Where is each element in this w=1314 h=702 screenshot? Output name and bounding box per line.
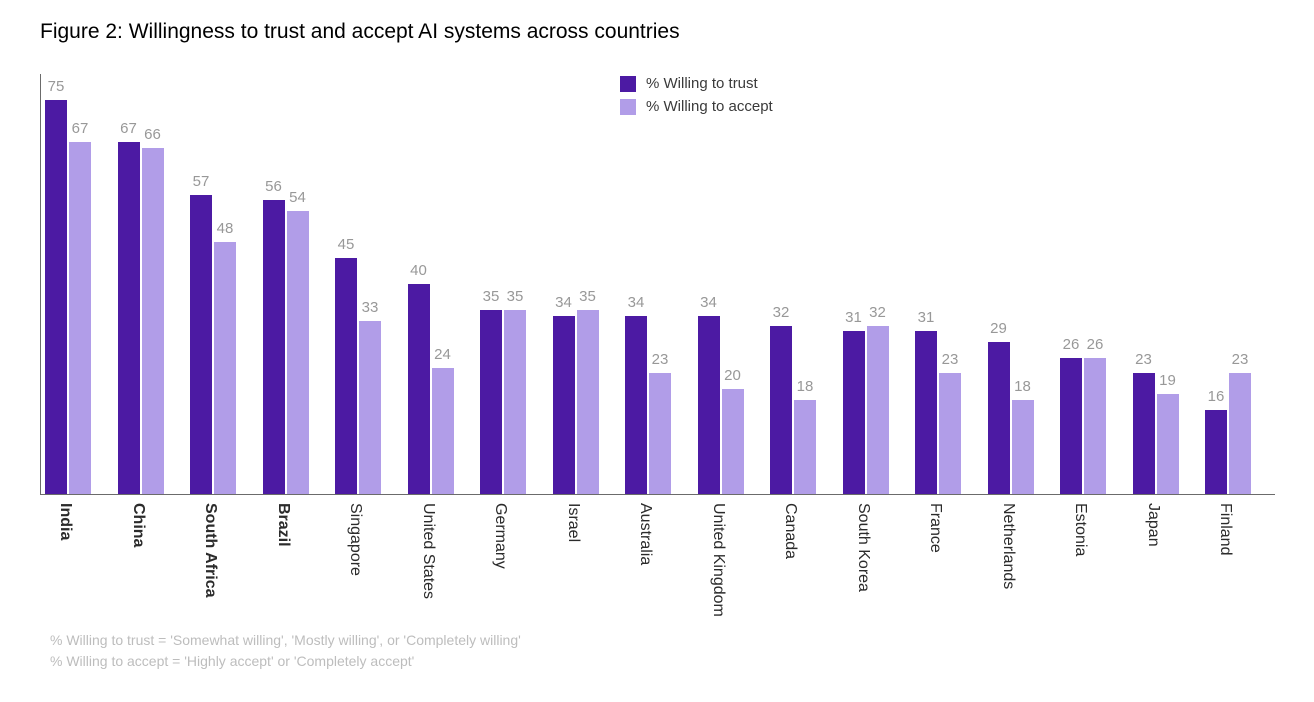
- x-axis-label: United States: [419, 503, 437, 599]
- bar-value-label: 45: [335, 236, 357, 253]
- bar-trust: 56: [263, 200, 285, 494]
- x-axis-label: China: [129, 503, 147, 547]
- bar-value-label: 35: [480, 288, 502, 305]
- bar-trust: 67: [118, 142, 140, 494]
- x-axis-label: France: [926, 503, 944, 553]
- bar-value-label: 35: [504, 288, 526, 305]
- bar-value-label: 40: [408, 262, 430, 279]
- x-axis-label: United Kingdom: [709, 503, 727, 617]
- bar-value-label: 31: [843, 309, 865, 326]
- x-axis-label: Australia: [636, 503, 654, 565]
- bar-value-label: 31: [915, 309, 937, 326]
- x-axis-label: Brazil: [274, 503, 292, 547]
- bar-value-label: 35: [577, 288, 599, 305]
- bar-value-label: 19: [1157, 372, 1179, 389]
- bar-accept: 54: [287, 211, 309, 495]
- figure-container: Figure 2: Willingness to trust and accep…: [0, 0, 1314, 702]
- x-axis-label: Netherlands: [999, 503, 1017, 589]
- bar-trust: 32: [770, 326, 792, 494]
- bar-value-label: 33: [359, 299, 381, 316]
- bar-accept: 24: [432, 368, 454, 494]
- bar-trust: 31: [915, 331, 937, 494]
- bar-trust: 26: [1060, 358, 1082, 495]
- figure-title: Figure 2: Willingness to trust and accep…: [40, 20, 1274, 44]
- bar-trust: 75: [45, 100, 67, 494]
- bar-accept: 20: [722, 389, 744, 494]
- bar-value-label: 34: [553, 294, 575, 311]
- bar-value-label: 54: [287, 189, 309, 206]
- x-axis-label: South Korea: [854, 503, 872, 592]
- bar-accept: 48: [214, 242, 236, 494]
- x-axis-label: Israel: [564, 503, 582, 542]
- bar-trust: 31: [843, 331, 865, 494]
- chart-x-axis: India China South Africa Brazil Singapore Uni…: [40, 495, 1274, 625]
- bar-value-label: 24: [432, 346, 454, 363]
- bar-value-label: 67: [69, 120, 91, 137]
- bar-value-label: 75: [45, 78, 67, 95]
- bar-accept: 67: [69, 142, 91, 494]
- bar-accept: 23: [649, 373, 671, 494]
- bar-value-label: 23: [649, 351, 671, 368]
- x-axis-label: Singapore: [346, 503, 364, 576]
- footnotes: % Willing to trust = 'Somewhat willing',…: [50, 630, 521, 672]
- bar-value-label: 26: [1060, 336, 1082, 353]
- bar-value-label: 67: [118, 120, 140, 137]
- bar-value-label: 16: [1205, 388, 1227, 405]
- bar-accept: 35: [577, 310, 599, 494]
- bar-trust: 57: [190, 195, 212, 494]
- bar-accept: 23: [1229, 373, 1251, 494]
- bar-value-label: 23: [1133, 351, 1155, 368]
- bar-value-label: 32: [770, 304, 792, 321]
- bar-value-label: 18: [1012, 378, 1034, 395]
- bar-value-label: 23: [1229, 351, 1251, 368]
- bar-value-label: 20: [722, 367, 744, 384]
- chart-plot-area: 7567676657485654453340243535343534233420…: [40, 74, 1275, 495]
- footnote-line-1: % Willing to trust = 'Somewhat willing',…: [50, 630, 521, 651]
- x-axis-label: India: [56, 503, 74, 540]
- bar-accept: 19: [1157, 394, 1179, 494]
- bar-accept: 26: [1084, 358, 1106, 495]
- bar-trust: 35: [480, 310, 502, 494]
- x-axis-label: Germany: [491, 503, 509, 569]
- bar-accept: 18: [794, 400, 816, 495]
- bar-trust: 45: [335, 258, 357, 494]
- x-axis-label: Japan: [1144, 503, 1162, 547]
- bar-value-label: 57: [190, 173, 212, 190]
- footnote-line-2: % Willing to accept = 'Highly accept' or…: [50, 651, 521, 672]
- bar-trust: 40: [408, 284, 430, 494]
- x-axis-label: Canada: [781, 503, 799, 559]
- bar-accept: 35: [504, 310, 526, 494]
- bar-accept: 32: [867, 326, 889, 494]
- bar-value-label: 23: [939, 351, 961, 368]
- bar-trust: 34: [625, 316, 647, 495]
- bar-accept: 23: [939, 373, 961, 494]
- bar-trust: 34: [553, 316, 575, 495]
- bar-trust: 34: [698, 316, 720, 495]
- x-axis-label: Estonia: [1071, 503, 1089, 556]
- bar-trust: 29: [988, 342, 1010, 494]
- bar-accept: 33: [359, 321, 381, 494]
- bar-value-label: 26: [1084, 336, 1106, 353]
- bar-value-label: 66: [142, 126, 164, 143]
- x-axis-label: Finland: [1216, 503, 1234, 555]
- bar-value-label: 32: [867, 304, 889, 321]
- bar-value-label: 34: [625, 294, 647, 311]
- bar-trust: 16: [1205, 410, 1227, 494]
- bar-value-label: 56: [263, 178, 285, 195]
- bar-value-label: 29: [988, 320, 1010, 337]
- bar-value-label: 18: [794, 378, 816, 395]
- x-axis-label: South Africa: [201, 503, 219, 598]
- bar-value-label: 48: [214, 220, 236, 237]
- bar-accept: 66: [142, 148, 164, 495]
- bar-value-label: 34: [698, 294, 720, 311]
- bar-accept: 18: [1012, 400, 1034, 495]
- bar-trust: 23: [1133, 373, 1155, 494]
